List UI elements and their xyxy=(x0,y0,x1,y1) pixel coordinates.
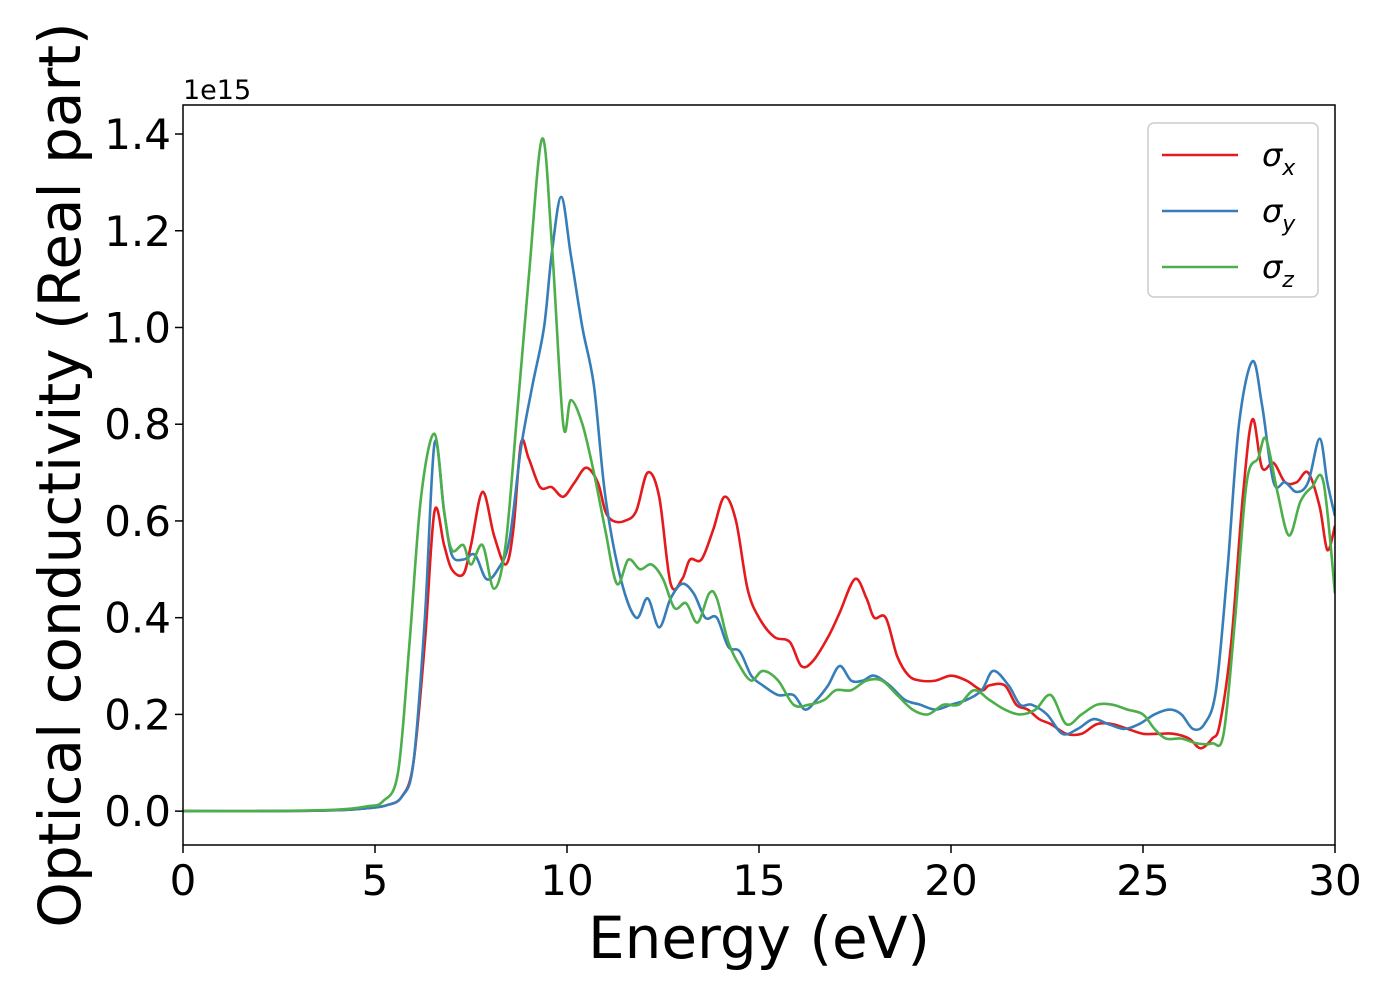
y-tick-label: 0.4 xyxy=(104,594,171,643)
y-tick-label: 0.6 xyxy=(104,497,171,546)
x-tick-label: 25 xyxy=(1116,856,1169,905)
y-tick-label: 1.2 xyxy=(104,207,171,256)
y-tick-label: 1.4 xyxy=(104,110,171,159)
x-tick-label: 0 xyxy=(170,856,197,905)
x-tick-label: 5 xyxy=(362,856,389,905)
y-tick-label: 0.8 xyxy=(104,400,171,449)
series-line-sigma-y xyxy=(183,195,1335,813)
ticks-layer: 0 5 10 15 20 25 30 0.0 0.2 0.4 0.6 0.8 1.0 1.2 1.4 xyxy=(104,110,1362,905)
series-layer xyxy=(183,137,1335,813)
x-tick-label: 20 xyxy=(924,856,977,905)
y-tick-label: 0.0 xyxy=(104,787,171,836)
x-tick-label: 30 xyxy=(1308,856,1361,905)
x-tick-label: 15 xyxy=(732,856,785,905)
y-tick-label: 1.0 xyxy=(104,303,171,352)
y-offset-text: 1e15 xyxy=(183,75,251,106)
series-line-sigma-z xyxy=(183,137,1335,813)
x-axis-label: Energy (eV) xyxy=(588,904,930,972)
series-line-sigma-x xyxy=(183,418,1335,813)
x-tick-label: 10 xyxy=(540,856,593,905)
y-axis-label: Optical conductivity (Real part) xyxy=(26,22,94,927)
y-tick-label: 0.2 xyxy=(104,690,171,739)
